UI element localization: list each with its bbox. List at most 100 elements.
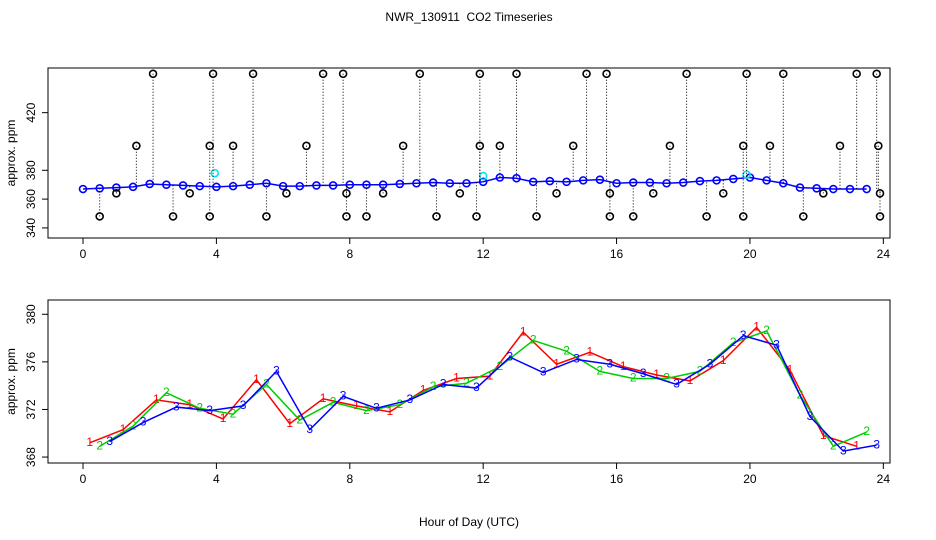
data-point <box>605 189 615 198</box>
point-marker: 1 <box>620 359 627 373</box>
point-marker: 1 <box>153 392 160 406</box>
point-marker: 3 <box>106 434 113 448</box>
point-marker: 2 <box>196 400 203 414</box>
data-point <box>342 189 351 198</box>
data-point <box>398 141 408 151</box>
data-point <box>228 141 238 151</box>
data-point <box>95 212 104 221</box>
point-marker: 1 <box>820 428 827 442</box>
data-point <box>612 178 621 188</box>
y-tick-label: 376 <box>24 352 38 372</box>
x-axis-label: Hour of Day (UTC) <box>419 515 519 529</box>
point-marker: 3 <box>206 403 213 417</box>
data-point <box>245 180 255 189</box>
point-marker: 3 <box>607 356 614 370</box>
point-marker: 2 <box>130 418 137 432</box>
y-tick-label: 380 <box>24 304 38 324</box>
point-marker: 3 <box>306 422 313 436</box>
data-point <box>662 178 671 188</box>
data-point <box>278 181 288 191</box>
chart-title: NWR_130911 CO2 Timeseries <box>385 10 552 24</box>
x-tick-label: 12 <box>476 247 490 261</box>
data-point <box>168 212 178 221</box>
data-point <box>795 183 805 192</box>
point-marker: 3 <box>773 337 780 351</box>
data-point <box>302 141 311 151</box>
data-point <box>552 189 561 198</box>
x-tick-label: 4 <box>213 247 220 261</box>
x-tick-label: 12 <box>476 472 490 486</box>
y-tick-label: 340 <box>24 218 38 238</box>
point-marker: 3 <box>340 389 347 403</box>
data-point <box>648 189 658 198</box>
plot-frame <box>47 67 891 239</box>
data-point <box>562 177 571 187</box>
point-marker: 1 <box>720 353 727 367</box>
point-marker: 1 <box>386 404 393 418</box>
point-marker: 2 <box>730 335 737 349</box>
point-marker: 3 <box>140 415 147 429</box>
point-marker: 1 <box>853 439 860 453</box>
point-marker: 2 <box>597 364 604 378</box>
x-tick-label: 4 <box>213 472 220 486</box>
data-point <box>874 141 883 151</box>
point-marker: 1 <box>753 320 760 334</box>
data-point <box>778 69 788 79</box>
x-tick-label: 20 <box>743 472 757 486</box>
point-marker: 3 <box>440 377 447 391</box>
data-point <box>738 212 748 221</box>
y-axis-label: approx. ppm <box>4 120 18 187</box>
data-point <box>712 176 721 185</box>
data-point <box>872 69 881 79</box>
data-point <box>262 178 271 188</box>
data-point <box>495 141 505 151</box>
data-point <box>742 170 751 179</box>
point-marker: 2 <box>263 377 270 391</box>
point-marker: 2 <box>630 371 637 385</box>
data-point <box>595 175 605 184</box>
point-marker: 1 <box>787 362 794 376</box>
data-point <box>162 180 171 189</box>
point-marker: 1 <box>86 435 93 449</box>
data-point <box>428 178 438 187</box>
data-point <box>415 69 425 79</box>
x-tick-label: 0 <box>80 472 87 486</box>
point-marker: 1 <box>687 373 694 387</box>
data-point <box>132 141 141 151</box>
data-point <box>875 189 885 198</box>
point-marker: 1 <box>220 411 227 425</box>
data-point <box>718 189 728 198</box>
point-marker: 2 <box>530 333 537 347</box>
data-point <box>645 178 655 187</box>
point-marker: 3 <box>707 356 714 370</box>
data-point <box>112 189 121 198</box>
data-point <box>528 177 538 187</box>
point-marker: 3 <box>573 352 580 366</box>
y-tick-label: 368 <box>24 447 38 467</box>
point-marker: 2 <box>830 439 837 453</box>
y-tick-label: 360 <box>24 189 38 209</box>
data-point <box>765 141 775 151</box>
point-marker: 3 <box>840 443 847 457</box>
data-point <box>295 181 305 191</box>
data-point <box>568 141 578 151</box>
data-point <box>362 180 371 189</box>
x-tick-label: 24 <box>877 247 891 261</box>
data-point <box>362 212 371 221</box>
data-point <box>678 178 688 187</box>
point-marker: 2 <box>763 323 770 337</box>
x-tick-label: 0 <box>80 247 87 261</box>
point-marker: 3 <box>173 399 180 413</box>
y-axis-label: approx. ppm <box>4 348 18 415</box>
data-point <box>875 212 885 221</box>
data-point <box>378 180 388 189</box>
data-point <box>462 178 471 188</box>
data-point <box>728 174 738 184</box>
series-line <box>109 334 877 452</box>
data-point <box>682 69 691 79</box>
data-point <box>78 184 88 194</box>
data-point <box>819 189 828 198</box>
series-line <box>89 326 857 448</box>
point-marker: 2 <box>563 343 570 357</box>
point-marker: 1 <box>120 422 127 436</box>
